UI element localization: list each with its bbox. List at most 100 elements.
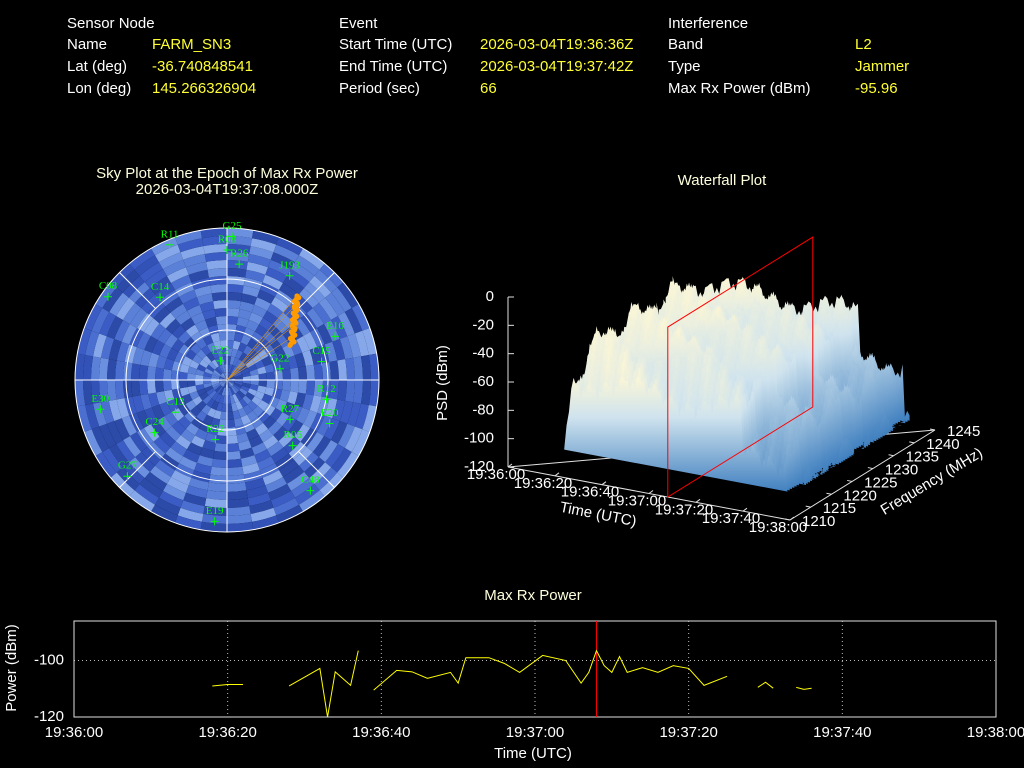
heat-cell [219,380,227,384]
heat-cell [250,238,277,253]
heat-cell [115,380,125,400]
heat-cell [183,253,207,268]
heat-cell [303,410,318,428]
heat-cell [337,452,359,478]
heat-cell [196,293,214,305]
section-title: Event [339,15,378,32]
heat-cell [232,340,241,350]
heat-cell [139,478,163,498]
heat-cell [273,426,289,442]
heat-cell [347,333,361,358]
heat-cell [321,380,331,399]
heat-cell [207,342,217,353]
heat-cell [214,385,222,393]
heat-cell [224,380,227,388]
heat-cell [235,349,243,360]
heat-cell [181,356,193,367]
heat-cell [227,236,253,247]
x-tick-label: 19:37:20 [655,501,713,518]
heat-cell [247,338,258,350]
heat-cell [227,364,230,373]
heat-cell [189,390,200,400]
heat-cell [299,490,325,512]
satellite-label: E19 [206,505,224,517]
heat-cell [206,260,227,270]
heat-cell [218,395,225,404]
heat-cell [227,268,247,278]
heat-cell [264,363,275,374]
heat-cell [252,343,264,355]
heat-cell [313,380,323,397]
heat-cell [203,375,212,380]
heat-cell [275,399,288,412]
heat-cell [196,349,207,360]
heat-cell [296,407,310,424]
heat-cell [114,320,131,342]
heat-cell [279,389,291,402]
heat-cell [227,513,253,524]
heat-cell [232,385,240,393]
heat-cell [282,368,291,380]
heat-cell [171,421,186,436]
heat-cell [165,426,181,442]
heat-cell [163,389,175,402]
heat-cell [227,466,244,476]
bearing-ray [226,295,298,381]
x-tick-label: 19:37:40 [813,724,871,741]
heat-cell [218,419,227,428]
heat-cell [249,384,259,391]
heat-cell [195,380,204,386]
heat-cell [107,380,117,401]
heat-cell [106,421,124,444]
heat-cell [144,336,158,353]
heat-cell [199,359,209,368]
heat-cell [207,407,217,418]
heat-cell [245,269,266,283]
heat-cell [242,380,251,385]
satellite-label: C13 [166,396,185,408]
heat-cell [143,318,160,336]
spoke [119,272,156,309]
heat-cell [219,364,225,374]
heat-cell [222,356,227,365]
heat-cell [257,337,270,350]
satellite-marker [288,441,297,450]
heat-cell [123,361,133,380]
heat-cell [265,476,287,493]
heat-cell [208,474,227,484]
heat-cell [214,308,227,317]
heat-cell [273,497,299,516]
heat-cell [177,415,192,430]
heat-cell [337,282,359,308]
heat-cell [187,385,197,394]
heat-cell [262,274,283,290]
heat-cell [227,387,230,396]
heat-cell [235,359,243,368]
satellite-marker [165,240,174,249]
heat-cell [246,428,259,441]
heat-cell [102,287,123,312]
heat-cell [268,352,280,364]
heat-cell [171,324,186,339]
heat-cell [251,416,263,429]
heat-cell [232,367,240,375]
z-tick-label: -100 [464,430,494,447]
heat-cell [204,368,214,375]
y-tick [784,518,791,521]
satellite-marker [322,395,331,404]
heat-cell [224,387,227,396]
heat-cell [234,377,243,380]
heat-cell [305,364,315,380]
heat-cell [290,367,299,380]
bearing-ray [226,316,298,381]
heat-cell [99,312,117,337]
heat-cell [289,404,303,420]
heat-cell [227,356,232,365]
field-value: 2026-03-04T19:36:36Z [480,36,633,53]
satellite-marker [211,435,220,444]
heat-cell [151,504,178,523]
heat-cell [337,423,355,448]
z-tick-label: -80 [472,401,494,418]
heat-cell [211,392,219,401]
